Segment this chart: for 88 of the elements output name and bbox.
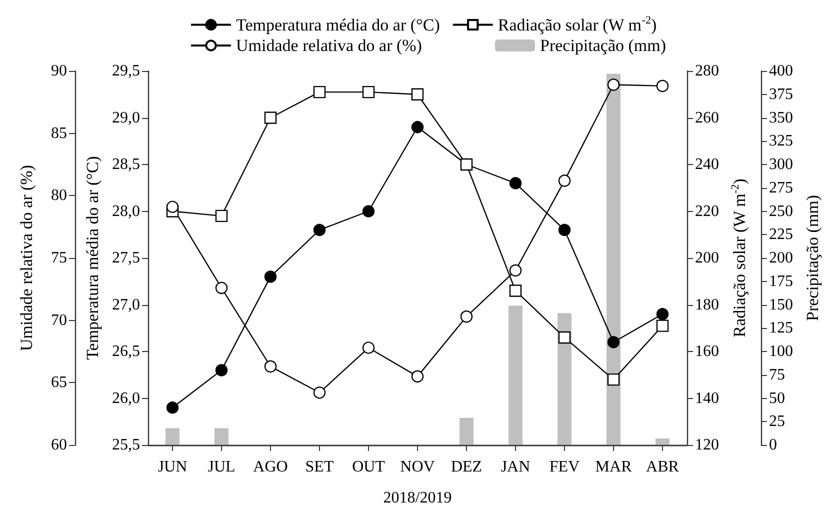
- y-tick-label: 70: [51, 312, 67, 329]
- y-tick-label: 25: [769, 413, 785, 430]
- y3-tick-label: 160: [695, 343, 719, 360]
- point: [215, 210, 228, 222]
- point: [362, 205, 375, 218]
- y3-tick-label: 140: [695, 390, 719, 407]
- y-tick-label: 200: [769, 250, 793, 266]
- y-tick-label: 75: [51, 250, 67, 266]
- point: [509, 284, 522, 297]
- y2-tick-label: 28,0: [112, 202, 140, 220]
- y3-axis-title: Radiação solar (W m-2): [729, 178, 750, 338]
- legend-label: Umidade relativa do ar (%): [236, 36, 422, 55]
- point: [166, 402, 179, 414]
- point: [264, 270, 277, 283]
- point: [607, 78, 620, 91]
- y3-tick-label: 200: [695, 250, 719, 266]
- legend-label: Precipitação (mm): [540, 36, 666, 55]
- bar: [508, 306, 522, 445]
- y2-tick-label: 27,0: [112, 296, 140, 314]
- y-tick-label: 0: [769, 436, 777, 454]
- y3-tick-label: 180: [695, 296, 719, 314]
- x-tick-label: JAN: [500, 458, 531, 476]
- y3-tick-label: 220: [695, 202, 719, 220]
- y2-tick-label: 29,0: [112, 109, 140, 126]
- y2-tick-label: 28,5: [112, 156, 140, 173]
- y2-tick-label: 25,5: [112, 436, 140, 454]
- bar: [166, 428, 180, 445]
- y3-tick-label: 280: [695, 62, 719, 80]
- y-tick-label: 80: [51, 187, 67, 204]
- y2-tick-label: 29,5: [112, 62, 140, 80]
- point: [411, 88, 424, 100]
- y3-tick-label: 240: [695, 156, 719, 173]
- point: [215, 364, 228, 376]
- x-tick-label: SET: [305, 458, 334, 476]
- x-tick-label: MAR: [595, 458, 632, 476]
- point: [558, 224, 571, 236]
- x-tick-label: NOV: [400, 458, 436, 476]
- point: [509, 177, 522, 190]
- y-axis-title: Umidade relativa do ar (%): [17, 165, 36, 351]
- y-tick-label: 75: [769, 366, 785, 384]
- bar: [460, 418, 474, 445]
- legend-label: Temperatura média do ar (°C): [236, 15, 440, 34]
- y-tick-label: 175: [769, 272, 793, 290]
- y-tick-label: 60: [51, 436, 67, 454]
- point: [656, 308, 669, 320]
- y-tick-label: 65: [51, 374, 67, 392]
- y-tick-label: 50: [769, 390, 785, 407]
- y-tick-label: 225: [769, 226, 793, 244]
- y-tick-label: 90: [51, 62, 67, 80]
- y-tick-label: 400: [769, 62, 793, 80]
- bar: [606, 74, 620, 445]
- y-axis-title: Precipitação (mm): [802, 194, 822, 322]
- point: [313, 86, 326, 98]
- x-axis-title: 2018/2019: [383, 490, 452, 506]
- y-tick-label: 85: [51, 124, 67, 142]
- x-tick-label: FEV: [549, 458, 580, 476]
- y2-tick-label: 26,5: [112, 343, 140, 360]
- x-tick-label: DEZ: [450, 458, 482, 476]
- point: [411, 121, 424, 134]
- point: [362, 86, 375, 98]
- y3-tick-label: 120: [695, 436, 719, 454]
- y-tick-label: 125: [769, 320, 793, 337]
- point: [166, 200, 179, 213]
- y-tick-label: 300: [769, 156, 793, 173]
- point: [607, 336, 620, 348]
- point: [607, 373, 620, 386]
- x-tick-label: ABR: [646, 458, 680, 476]
- y-tick-label: 325: [769, 132, 793, 150]
- y2-tick-label: 26,0: [112, 390, 140, 407]
- x-tick-label: JUN: [158, 458, 188, 476]
- x-tick-label: OUT: [352, 458, 386, 476]
- y3-tick-label: 260: [695, 109, 719, 126]
- x-tick-label: JUL: [208, 458, 236, 476]
- y-tick-label: 275: [769, 179, 793, 196]
- point: [264, 112, 277, 124]
- y-tick-label: 250: [769, 202, 793, 220]
- y-tick-label: 100: [769, 343, 793, 360]
- x-tick-label: AGO: [253, 458, 288, 476]
- point: [313, 224, 326, 236]
- y-tick-label: 350: [769, 109, 793, 126]
- point: [558, 331, 571, 344]
- y-tick-label: 150: [769, 296, 793, 314]
- bar: [214, 428, 228, 445]
- y2-axis-title: Temperatura média do ar (°C): [83, 156, 102, 360]
- y-tick-label: 375: [769, 86, 793, 103]
- y2-tick-label: 27,5: [112, 250, 140, 266]
- bar: [558, 313, 572, 445]
- bar: [656, 438, 670, 445]
